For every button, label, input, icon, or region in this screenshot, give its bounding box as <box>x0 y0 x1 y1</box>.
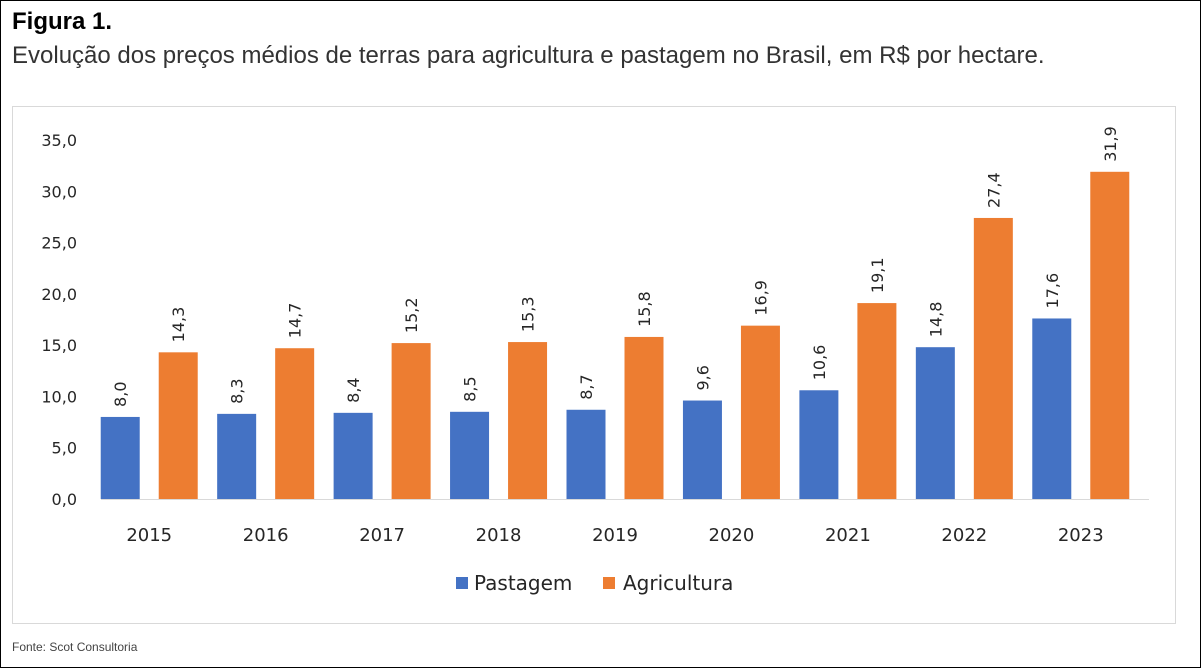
data-label: 14,8 <box>926 302 945 338</box>
chart-area: 0,0 5,0 10,0 15,0 20,0 25,0 30,0 35,0 8,0 14,3 8,… <box>12 106 1176 624</box>
data-label: 19,1 <box>868 257 887 293</box>
y-tick-label: 10,0 <box>41 387 77 406</box>
data-label: 8,5 <box>461 376 480 401</box>
y-tick-label: 35,0 <box>41 131 77 150</box>
figure-title: Figura 1. <box>12 8 113 35</box>
figure-subtitle: Evolução dos preços médios de terras par… <box>12 42 1045 69</box>
y-tick-label: 5,0 <box>52 439 77 458</box>
bar-agricultura-2020 <box>740 325 780 499</box>
bar-pastagem-2016 <box>217 413 257 499</box>
data-label: 10,6 <box>810 345 829 381</box>
data-label: 8,4 <box>344 377 363 402</box>
y-tick-label: 15,0 <box>41 336 77 355</box>
legend-label-pastagem: Pastagem <box>474 571 572 595</box>
bar-agricultura-2018 <box>508 342 548 499</box>
x-tick-label: 2021 <box>825 525 871 546</box>
x-tick-label: 2015 <box>126 525 172 546</box>
data-label: 8,7 <box>577 374 596 399</box>
data-label: 15,3 <box>519 296 538 332</box>
bar-pastagem-2019 <box>566 409 606 499</box>
x-tick-label: 2017 <box>359 525 405 546</box>
bar-pastagem-2022 <box>915 347 955 499</box>
y-tick-label: 25,0 <box>41 234 77 253</box>
data-label: 31,9 <box>1101 126 1120 162</box>
data-label: 15,2 <box>402 297 421 333</box>
x-tick-label: 2018 <box>476 525 522 546</box>
bar-pastagem-2015 <box>100 416 140 499</box>
x-axis: 2015 2016 2017 2018 2019 2020 2021 2022 2023 <box>101 499 1149 546</box>
legend: Pastagem Agricultura <box>456 571 733 595</box>
bar-agricultura-2016 <box>275 348 315 499</box>
legend-label-agricultura: Agricultura <box>623 571 733 595</box>
data-label: 14,7 <box>286 303 305 339</box>
data-label: 17,6 <box>1043 273 1062 309</box>
bar-pastagem-2023 <box>1032 318 1072 499</box>
bar-pastagem-2018 <box>450 411 490 499</box>
data-label: 9,6 <box>693 365 712 390</box>
data-label: 14,3 <box>169 307 188 343</box>
legend-swatch-pastagem <box>456 577 468 589</box>
source-note: Fonte: Scot Consultoria <box>12 640 138 654</box>
bars <box>100 171 1130 499</box>
bar-agricultura-2021 <box>857 303 897 499</box>
data-label: 8,3 <box>228 378 247 403</box>
bar-agricultura-2017 <box>391 343 431 499</box>
legend-swatch-agricultura <box>603 577 615 589</box>
data-label: 27,4 <box>984 172 1003 208</box>
bar-chart: 0,05,010,015,020,025,030,035,0 8,014,38,… <box>41 126 1149 595</box>
y-tick-label: 30,0 <box>41 182 77 201</box>
data-labels: 8,0 14,3 8,3 14,7 8,4 15,2 8,5 15,3 8,7 15,8 9,6 16… <box>111 126 1120 407</box>
bar-pastagem-2017 <box>333 412 373 499</box>
x-tick-label: 2016 <box>243 525 289 546</box>
y-axis: 0,0 5,0 10,0 15,0 20,0 25,0 30,0 35,0 <box>41 131 77 509</box>
x-tick-label: 2020 <box>709 525 755 546</box>
bar-agricultura-2019 <box>624 336 664 499</box>
data-label: 15,8 <box>635 291 654 327</box>
y-tick-label: 0,0 <box>52 490 77 509</box>
x-tick-label: 2022 <box>941 525 987 546</box>
data-label: 16,9 <box>751 280 770 316</box>
bar-agricultura-2023 <box>1090 171 1130 499</box>
data-label: 8,0 <box>111 381 130 406</box>
bar-agricultura-2022 <box>973 217 1013 499</box>
x-tick-label: 2023 <box>1058 525 1104 546</box>
x-tick-label: 2019 <box>592 525 638 546</box>
bar-agricultura-2015 <box>158 352 198 499</box>
y-tick-label: 20,0 <box>41 285 77 304</box>
bar-pastagem-2021 <box>799 390 839 499</box>
bar-pastagem-2020 <box>682 400 722 499</box>
